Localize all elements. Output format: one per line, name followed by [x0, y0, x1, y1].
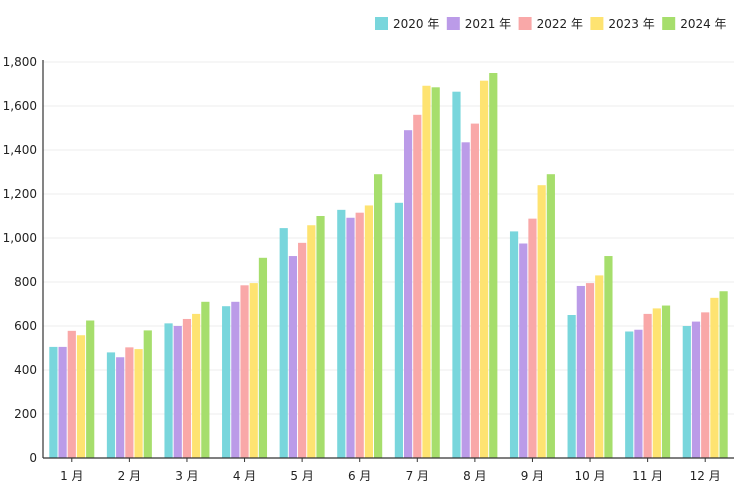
- bar: [394, 202, 403, 458]
- bar: [537, 185, 546, 458]
- legend-swatch: [662, 17, 676, 30]
- bar: [528, 218, 537, 458]
- legend-swatch: [375, 17, 388, 30]
- bars: [49, 73, 728, 459]
- y-tick-label: 1,800: [3, 55, 37, 69]
- bar: [337, 209, 346, 458]
- bar: [355, 212, 364, 458]
- bar: [173, 326, 182, 458]
- x-tick-label: 5 月: [290, 469, 313, 483]
- bar: [192, 313, 201, 458]
- bar: [576, 285, 585, 458]
- bar: [201, 301, 210, 458]
- bar: [691, 321, 701, 458]
- bar: [595, 275, 604, 458]
- bar: [231, 301, 240, 458]
- y-tick-label: 200: [14, 407, 37, 421]
- bar: [288, 256, 298, 458]
- bar: [710, 297, 719, 458]
- y-tick-label: 0: [29, 451, 37, 465]
- bar: [604, 256, 613, 458]
- bar: [489, 73, 498, 458]
- bar: [479, 80, 489, 458]
- bar: [346, 217, 355, 458]
- bar: [634, 329, 643, 458]
- bar: [661, 305, 671, 458]
- bar: [546, 174, 555, 458]
- bar: [182, 318, 192, 458]
- y-tick-label: 1,200: [3, 187, 37, 201]
- legend: 2020 年 2021 年 2022 年 2023 年 2024 年: [375, 17, 727, 31]
- x-tick-label: 9 月: [521, 469, 544, 483]
- gridlines: [43, 61, 734, 415]
- bar: [431, 87, 440, 459]
- axes: [42, 60, 734, 462]
- bar: [719, 291, 728, 458]
- legend-label: 2021 年: [465, 17, 511, 31]
- bar: [116, 357, 125, 458]
- bar: [413, 114, 422, 459]
- bar: [403, 130, 413, 458]
- y-tick-label: 1,400: [3, 143, 37, 157]
- legend-label: 2022 年: [537, 17, 583, 31]
- bar: [49, 346, 58, 458]
- bar: [643, 313, 652, 458]
- x-tick-label: 1 月: [60, 469, 83, 483]
- bar: [364, 205, 374, 458]
- legend-swatch: [518, 17, 532, 30]
- y-tick-label: 400: [14, 363, 37, 377]
- x-tick-label: 10 月: [574, 469, 605, 483]
- bar: [125, 347, 134, 458]
- y-tick-label: 1,600: [3, 99, 37, 113]
- bar: [461, 142, 470, 459]
- x-tick-label: 2 月: [118, 469, 141, 483]
- x-tick-label: 12 月: [690, 469, 721, 483]
- bar: [143, 330, 152, 458]
- bar: [58, 346, 67, 458]
- bar: [509, 231, 519, 458]
- bar: [279, 228, 288, 458]
- bar: [106, 352, 116, 458]
- bar: [134, 349, 143, 458]
- bar: [682, 326, 691, 458]
- bar: [67, 330, 76, 458]
- legend-swatch: [590, 17, 604, 30]
- y-tick-label: 600: [14, 319, 37, 333]
- bar: [470, 123, 479, 458]
- bar: [307, 225, 316, 458]
- legend-label: 2024 年: [680, 17, 726, 31]
- legend-swatch: [446, 17, 460, 30]
- x-tick-labels: 1 月 2 月 3 月 4 月 5 月 6 月 7 月 8 月 9 月 10 月 11 月 12 月: [60, 469, 721, 483]
- x-tick-label: 4 月: [233, 469, 256, 483]
- bar: [652, 308, 661, 458]
- bar: [76, 335, 86, 458]
- bar: [567, 315, 576, 458]
- bar: [298, 242, 307, 458]
- bar: [374, 174, 383, 458]
- bar: [249, 283, 258, 458]
- bar: [258, 257, 268, 458]
- bar: [316, 216, 325, 458]
- bar: [164, 323, 173, 458]
- x-tick-label: 6 月: [348, 469, 371, 483]
- x-tick-label: 7 月: [406, 469, 429, 483]
- y-tick-labels: 0 200 400 600 800 1,000 1,200 1,400 1,600 1,800: [3, 55, 37, 465]
- x-tick-label: 3 月: [175, 469, 198, 483]
- bar: [86, 320, 95, 458]
- bar: [585, 283, 595, 458]
- y-tick-label: 1,000: [3, 231, 37, 245]
- bar: [519, 243, 528, 458]
- bar: [222, 306, 231, 458]
- legend-label: 2023 年: [608, 17, 654, 31]
- x-tick-label: 11 月: [632, 469, 663, 483]
- bar: [422, 85, 431, 458]
- bar: [625, 331, 634, 458]
- y-tick-label: 800: [14, 275, 37, 289]
- bar: [240, 285, 249, 458]
- legend-label: 2020 年: [393, 17, 439, 31]
- bar: [701, 312, 710, 458]
- x-tick-label: 8 月: [463, 469, 486, 483]
- bar: [452, 91, 461, 458]
